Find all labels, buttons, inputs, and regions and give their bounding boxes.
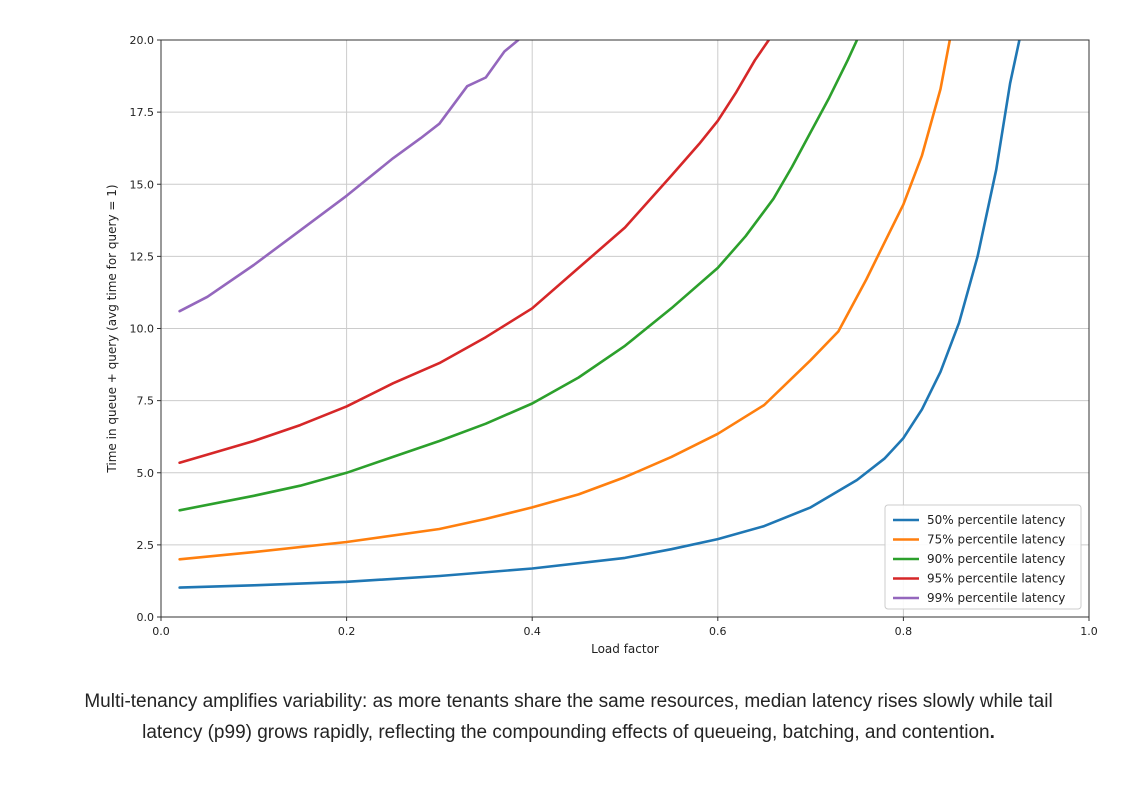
y-tick-label: 12.5: [130, 250, 155, 263]
legend-label-4: 95% percentile latency: [927, 572, 1065, 586]
legend-label-5: 99% percentile latency: [927, 591, 1065, 605]
x-tick-label: 0.2: [338, 625, 356, 638]
y-tick-label: 2.5: [137, 539, 155, 552]
series-line-1: [178, 40, 1021, 589]
legend-label-2: 75% percentile latency: [927, 533, 1065, 547]
y-tick-label: 5.0: [137, 467, 155, 480]
series-line-2: [178, 40, 952, 561]
y-tick-label: 0.0: [137, 611, 155, 624]
y-tick-label: 17.5: [130, 106, 155, 119]
y-tick-label: 10.0: [130, 323, 155, 336]
y-tick-label: 7.5: [137, 395, 155, 408]
series-line-4: [178, 40, 771, 464]
latency-chart: 0.0 0.2 0.4 0.6 0.8 1.0 0.0 2.5 5.0 7.5 10.0 12.5 15…: [105, 34, 1098, 656]
y-tick-label: 15.0: [130, 178, 155, 191]
y-axis-label: Time in queue + query (avg time for quer…: [105, 184, 119, 473]
figure-caption: Multi-tenancy amplifies variability: as …: [60, 686, 1077, 748]
series-line-5: [178, 40, 520, 313]
x-tick-label: 0.6: [709, 625, 727, 638]
x-tick-label: 0.8: [895, 625, 913, 638]
x-tick-label: 1.0: [1080, 625, 1098, 638]
legend-label-1: 50% percentile latency: [927, 513, 1065, 527]
legend-label-3: 90% percentile latency: [927, 552, 1065, 566]
chart-svg: 0.0 0.2 0.4 0.6 0.8 1.0 0.0 2.5 5.0 7.5 10.0 12.5 15…: [105, 34, 1098, 656]
series-line-3: [178, 40, 859, 512]
x-tick-label: 0.4: [523, 625, 541, 638]
caption-text: Multi-tenancy amplifies variability: as …: [84, 691, 1053, 743]
legend-box: [884, 504, 1082, 610]
x-tick-label: 0.0: [152, 625, 170, 638]
x-axis-label: Load factor: [591, 642, 659, 656]
y-tick-label: 20.0: [130, 34, 155, 47]
caption-bold-period: .: [989, 722, 995, 743]
